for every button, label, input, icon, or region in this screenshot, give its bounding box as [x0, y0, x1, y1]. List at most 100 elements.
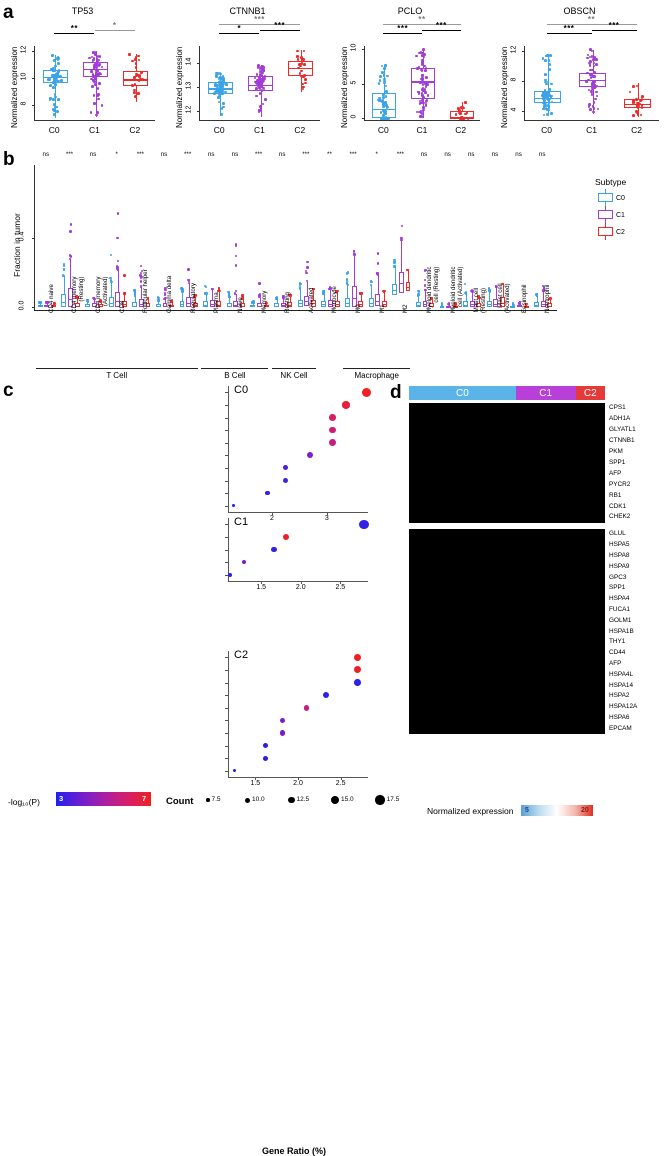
pathway-dot[interactable]: [361, 387, 371, 397]
data-point: [419, 115, 423, 119]
median-line: [61, 302, 67, 304]
data-point: [260, 68, 264, 71]
data-point: [137, 58, 141, 62]
data-point: [219, 85, 222, 88]
data-point: [384, 102, 388, 105]
pathway-dot[interactable]: [328, 439, 336, 447]
row-tick: [225, 524, 228, 526]
outlier-point: [345, 278, 349, 281]
outlier-point: [204, 292, 208, 295]
whisker: [472, 291, 474, 301]
data-point: [379, 111, 383, 114]
pathway-dot[interactable]: [262, 755, 269, 761]
median-line: [476, 305, 482, 307]
data-point: [422, 88, 425, 92]
data-point: [53, 59, 56, 62]
pathway-dot[interactable]: [354, 679, 362, 686]
outlier-point: [488, 289, 491, 293]
boxplot-title: PCLO: [397, 6, 423, 16]
median-line: [304, 301, 310, 303]
data-point: [255, 81, 259, 85]
pathway-dot[interactable]: [228, 572, 233, 577]
data-point: [420, 77, 423, 81]
outlier-point: [163, 293, 167, 297]
data-point: [215, 75, 219, 79]
data-point: [384, 95, 388, 98]
pathway-dot[interactable]: [307, 452, 314, 459]
whisker-upper: [220, 72, 222, 83]
data-point: [382, 96, 385, 100]
pathway-dot[interactable]: [233, 769, 237, 773]
data-point: [220, 89, 224, 93]
pathway-dot[interactable]: [342, 401, 350, 409]
pathway-dot[interactable]: [262, 742, 269, 749]
whisker: [158, 301, 160, 305]
data-point: [382, 103, 385, 106]
pathway-dot[interactable]: [323, 692, 330, 699]
y-tick-mark: [197, 87, 200, 89]
pathway-dot[interactable]: [359, 519, 369, 529]
data-point: [595, 63, 598, 66]
cell-type-label: Resting: [284, 292, 292, 313]
y-tick-label: 8: [510, 77, 518, 81]
pathway-dot[interactable]: [282, 533, 289, 540]
data-point: [260, 74, 263, 77]
data-point: [586, 53, 590, 57]
outlier-point: [440, 302, 443, 305]
median-line: [247, 84, 273, 86]
y-tick-label: 14: [185, 57, 193, 66]
box: [463, 301, 469, 307]
pathway-dot[interactable]: [270, 546, 277, 553]
data-point: [48, 78, 52, 81]
whisker-upper: [423, 48, 424, 69]
significance-label: ***: [563, 24, 575, 33]
outlier-point: [69, 255, 72, 258]
outlier-point: [258, 295, 261, 299]
data-point: [591, 68, 594, 72]
whisker: [431, 298, 433, 304]
whisker-upper: [135, 54, 137, 72]
dotplot-x-axis: [228, 581, 368, 582]
pathway-dot[interactable]: [354, 653, 362, 661]
gene-label: RB1: [609, 491, 622, 499]
row-tick: [225, 430, 228, 432]
significance-bar: [383, 33, 422, 34]
cell-type-significance: ***: [254, 151, 263, 158]
significance-label: **: [70, 24, 78, 33]
pathway-dot[interactable]: [328, 426, 336, 434]
data-point: [586, 56, 589, 60]
data-point: [96, 97, 100, 101]
box: [358, 301, 364, 307]
panel-b-plot-area: [32, 165, 554, 310]
cell-type-label: Neutrophil: [544, 284, 552, 313]
pathway-dot[interactable]: [279, 717, 286, 723]
y-tick-label: 5: [350, 80, 358, 84]
median-line: [145, 305, 151, 307]
row-tick: [225, 770, 228, 772]
count-legend-value: 17.5: [386, 796, 400, 803]
data-point: [542, 107, 545, 111]
data-point: [296, 57, 300, 61]
pathway-dot[interactable]: [283, 465, 289, 471]
data-point: [217, 77, 221, 81]
pathway-dot[interactable]: [279, 730, 286, 736]
y-tick-label: 4: [510, 107, 518, 111]
pathway-dot[interactable]: [241, 559, 247, 565]
row-tick: [225, 574, 228, 576]
x-tick-label-C2: C2: [294, 125, 306, 135]
median-line: [257, 305, 263, 307]
pathway-dot[interactable]: [265, 490, 270, 496]
pathway-dot[interactable]: [303, 704, 310, 711]
pathway-dot[interactable]: [328, 414, 336, 421]
pathway-dot[interactable]: [354, 666, 362, 674]
median-line: [250, 306, 256, 308]
data-point: [377, 82, 381, 86]
box: [469, 300, 475, 307]
gene-label: HSPA12A: [609, 703, 638, 711]
data-point: [384, 64, 387, 67]
data-point: [96, 87, 100, 90]
pathway-dot[interactable]: [231, 504, 236, 508]
pathway-dot[interactable]: [283, 478, 289, 483]
outlier-point: [99, 299, 102, 302]
outlier-point: [329, 288, 333, 291]
